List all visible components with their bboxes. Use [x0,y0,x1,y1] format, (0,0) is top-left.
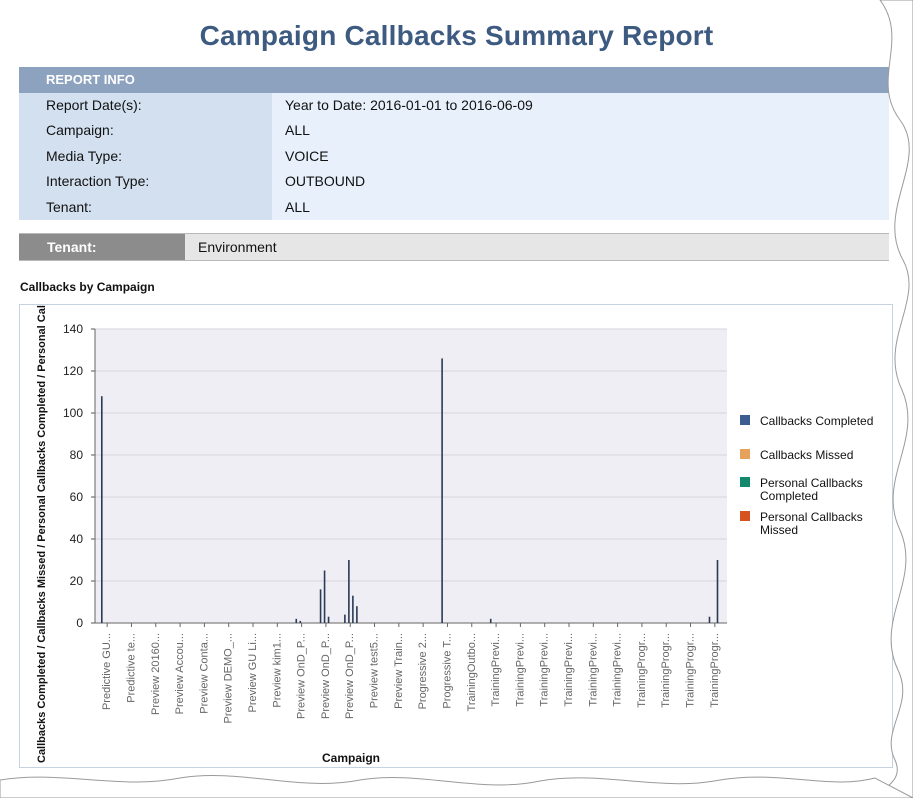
x-tick-label: Preview kim1... [271,633,283,708]
bar [323,570,326,623]
page-title: Campaign Callbacks Summary Report [199,20,714,51]
bar [708,616,711,623]
info-label: Campaign: [19,118,272,144]
x-tick-label: Progressive 2... [417,633,429,709]
y-tick-label: 140 [63,322,83,336]
info-value: OUTBOUND [272,169,889,195]
bar [441,358,443,623]
chart-container: 0 20 40 60 80 100 120 140 Predictive GU... Predic… [19,231,893,768]
callbacks-bar-chart: 0 20 40 60 80 100 120 140 Predictive GU... Predic… [36,231,873,766]
y-axis-title: Callbacks Completed / Callbacks Missed /… [36,305,48,763]
info-row-report-dates: Report Date(s): Year to Date: 2016-01-01… [19,93,889,119]
x-tick-label: TrainingPrevi... [563,633,575,707]
chart-section-title: Callbacks by Campaign [20,280,155,294]
y-tick-label: 80 [70,448,84,462]
y-tick-label: 40 [70,532,84,546]
bar [716,560,719,623]
tenant-label: Tenant: [19,234,185,260]
info-value: ALL [272,118,889,144]
legend-label: Callbacks Completed [760,414,873,428]
bar [319,589,322,623]
tenant-value: Environment [198,239,277,255]
legend-label: Completed [760,489,818,503]
bar [348,560,350,623]
tenant-bar: Tenant: Environment [19,233,889,261]
y-tick-label: 60 [70,490,84,504]
x-tick-label: TrainingProgr... [660,633,672,708]
info-label: Tenant: [19,194,272,220]
info-value: VOICE [272,143,889,170]
x-tick-label: Preview OnD_P... [320,633,332,719]
legend-swatch [740,415,750,425]
x-tick-label: TrainingProgr... [636,633,648,708]
bar [344,614,346,623]
bar [356,606,358,623]
x-tick-label: TrainingPrevi... [612,633,624,707]
info-label: Interaction Type: [19,169,272,195]
y-tick-label: 120 [63,364,83,378]
info-value: Year to Date: 2016-01-01 to 2016-06-09 [272,93,889,119]
x-tick-label: TrainingPrevi... [587,633,599,707]
x-tick-label: Preview OnD_P... [296,633,308,719]
bar [295,618,298,623]
bar [327,616,330,623]
x-tick-label: Predictive te... [125,633,137,703]
report-info-header: REPORT INFO [19,67,889,93]
x-tick-label: Preview Accou... [174,633,186,714]
bar [101,396,103,623]
report-info-panel: REPORT INFO Report Date(s): Year to Date… [19,67,889,220]
legend-label: Personal Callbacks [760,476,863,490]
bar [299,620,302,623]
x-tick-label: TrainingProgr... [709,633,721,708]
x-tick-label: Progressive T... [441,633,453,709]
bar [352,595,354,623]
legend-swatch [740,449,750,459]
legend-swatch [740,477,750,487]
legend-label: Personal Callbacks [760,510,863,524]
x-tick-label: TrainingPrevi... [490,633,502,707]
legend-label: Missed [760,523,798,537]
info-label: Report Date(s): [19,93,272,119]
y-tick-label: 0 [76,616,83,630]
x-tick-label: Preview 20160... [150,633,162,715]
x-tick-label: Predictive GU... [101,633,113,710]
legend-swatch [740,511,750,521]
info-row-media-type: Media Type: VOICE [19,143,889,170]
x-tick-label: Preview DEMO_... [223,633,235,723]
info-label: Media Type: [19,143,272,170]
x-tick-label: TrainingPrevi... [514,633,526,707]
x-tick-label: Preview GU Li... [247,633,259,712]
legend-label: Callbacks Missed [760,448,853,462]
info-value: ALL [272,194,889,220]
x-tick-label: Preview OnD_P... [344,633,356,719]
bar [489,618,492,623]
info-row-interaction-type: Interaction Type: OUTBOUND [19,169,889,195]
x-tick-label: TrainingOutbo... [466,633,478,711]
x-axis-title: Campaign [322,751,380,765]
x-tick-label: Preview Train... [393,633,405,709]
info-row-tenant: Tenant: ALL [19,194,889,220]
y-tick-label: 20 [70,574,84,588]
x-tick-label: Preview test5... [369,633,381,708]
y-tick-label: 100 [63,406,83,420]
x-tick-label: TrainingPrevi... [539,633,551,707]
x-tick-label: Preview Conta... [198,633,210,714]
plot-area [95,329,727,623]
info-row-campaign: Campaign: ALL [19,118,889,144]
x-tick-label: TrainingProgr... [685,633,697,708]
